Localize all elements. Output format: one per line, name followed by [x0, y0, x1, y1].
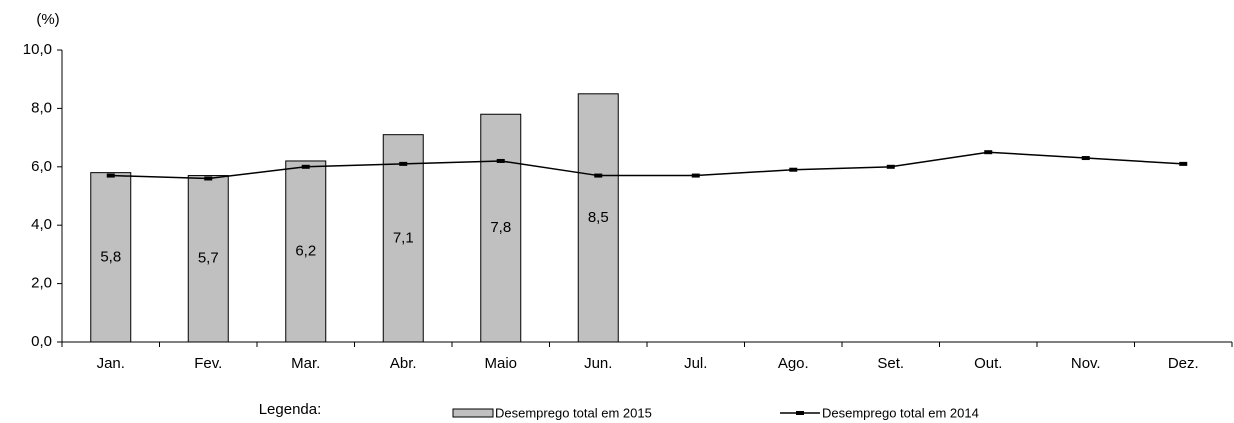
legend-title: Legenda:	[259, 401, 322, 418]
x-tick-label: Set.	[877, 355, 904, 372]
line-marker	[399, 161, 408, 166]
bar	[382, 134, 424, 343]
y-tick-label: 8,0	[31, 99, 52, 116]
legend-label: Desemprego total em 2015	[495, 405, 652, 420]
legend-swatch-marker	[796, 411, 804, 415]
legend-label: Desemprego total em 2014	[822, 405, 979, 420]
y-tick-label: 4,0	[31, 216, 52, 233]
bar	[577, 93, 619, 343]
x-tick-label: Nov.	[1071, 355, 1101, 372]
x-tick-label: Dez.	[1168, 355, 1199, 372]
x-tick-label: Out.	[974, 355, 1002, 372]
line-marker	[496, 158, 505, 163]
bar	[480, 113, 522, 343]
y-tick-label: 6,0	[31, 158, 52, 175]
x-tick-label: Abr.	[390, 355, 417, 372]
legend-swatch	[452, 408, 494, 418]
line-marker	[204, 176, 213, 181]
value-label: 5,7	[198, 250, 219, 267]
line-marker	[886, 164, 895, 169]
value-label: 6,2	[295, 242, 316, 259]
line-marker	[1081, 156, 1090, 161]
y-tick-label: 2,0	[31, 275, 52, 292]
line-marker	[106, 173, 115, 178]
line-marker	[1179, 161, 1188, 166]
line-marker	[691, 173, 700, 178]
x-tick-label: Jun.	[584, 355, 612, 372]
x-tick-label: Maio	[484, 355, 517, 372]
x-tick-label: Jan.	[97, 355, 125, 372]
x-tick-label: Mar.	[291, 355, 320, 372]
value-label: 7,1	[393, 229, 414, 246]
line-marker	[984, 150, 993, 155]
x-tick-label: Jul.	[684, 355, 707, 372]
y-tick-label: 10,0	[23, 41, 52, 58]
y-tick-label: 0,0	[31, 333, 52, 350]
y-axis-label: (%)	[36, 11, 59, 28]
value-label: 5,8	[100, 248, 121, 265]
line	[110, 151, 1184, 180]
bar	[187, 175, 229, 343]
value-label: 8,5	[588, 209, 609, 226]
x-tick-label: Ago.	[778, 355, 809, 372]
line-marker	[789, 167, 798, 172]
bar	[285, 160, 327, 343]
x-tick-label: Fev.	[194, 355, 222, 372]
value-label: 7,8	[490, 219, 511, 236]
line-marker	[301, 164, 310, 169]
line-marker	[594, 173, 603, 178]
